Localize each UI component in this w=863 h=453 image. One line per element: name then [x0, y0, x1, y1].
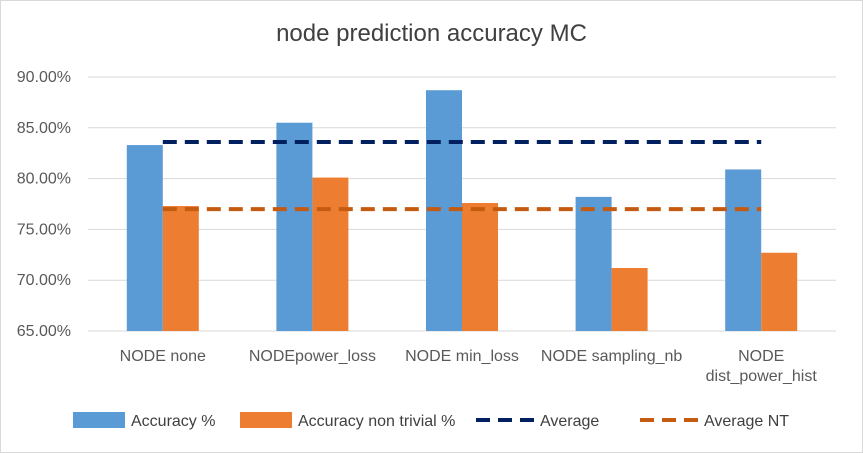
y-tick-label: 75.00% — [17, 221, 71, 238]
x-tick-label: dist_power_hist — [706, 368, 818, 385]
y-tick-label: 70.00% — [17, 272, 71, 289]
x-tick-label: NODE min_loss — [405, 348, 519, 365]
bar — [575, 196, 612, 331]
legend-swatch — [240, 412, 292, 428]
x-tick-label: NODEpower_loss — [249, 348, 376, 365]
x-tick-label: NODE none — [120, 348, 206, 365]
bar — [761, 252, 798, 331]
bar — [162, 206, 199, 331]
bar — [126, 145, 163, 331]
y-tick-label: 80.00% — [17, 171, 71, 188]
chart-title: node prediction accuracy MC — [276, 20, 587, 47]
y-tick-label: 65.00% — [17, 323, 71, 340]
legend-label: Accuracy % — [131, 413, 215, 430]
legend-label: Accuracy non trivial % — [298, 413, 455, 430]
y-tick-label: 90.00% — [17, 69, 71, 86]
bar — [611, 268, 648, 331]
legend-label: Average — [540, 413, 599, 430]
x-tick-label: NODE sampling_nb — [541, 348, 683, 365]
legend-swatch — [73, 412, 125, 428]
bar — [725, 169, 762, 331]
legend-label: Average NT — [704, 413, 789, 430]
bar — [462, 202, 498, 331]
bar — [312, 177, 349, 331]
y-tick-label: 85.00% — [17, 120, 71, 137]
x-tick-label: NODE — [738, 348, 784, 365]
bar — [276, 122, 313, 331]
